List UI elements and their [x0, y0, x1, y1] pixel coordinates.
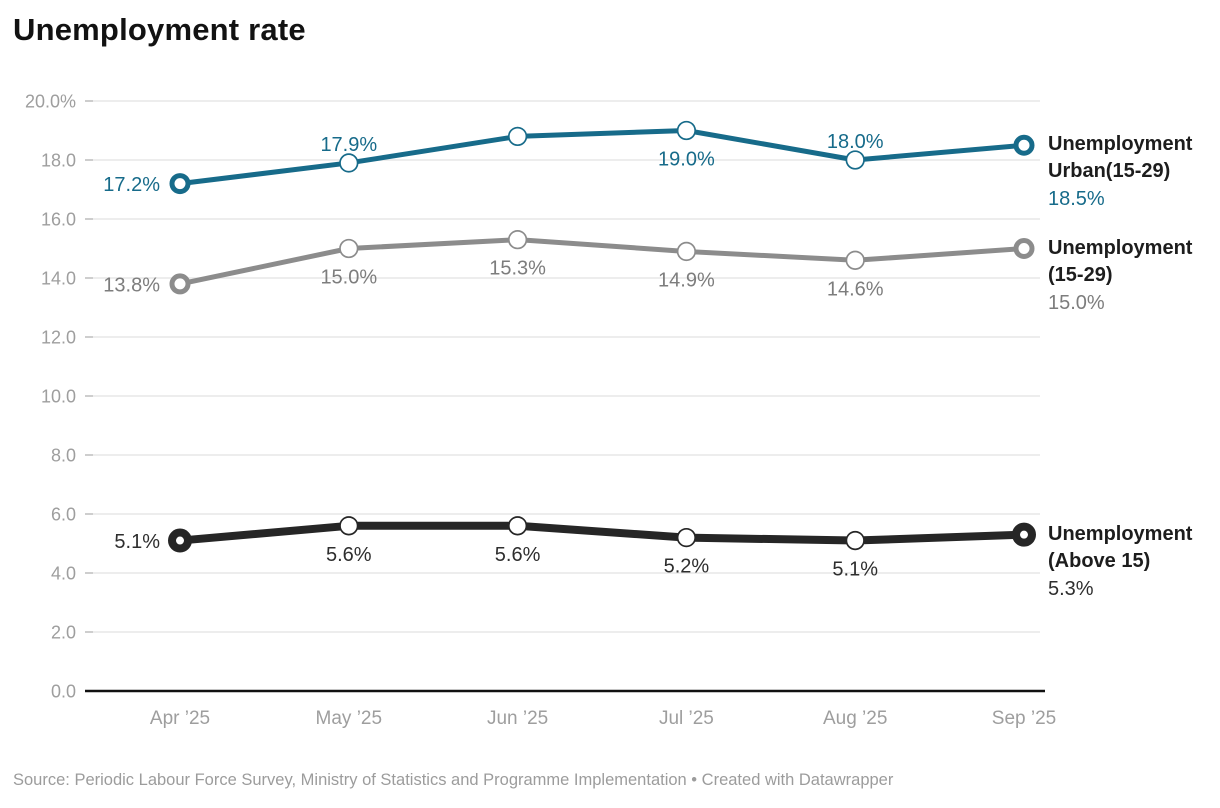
x-axis-label: Jun ’25: [487, 708, 548, 729]
data-point-marker-all-15-29[interactable]: [1013, 238, 1035, 259]
legend-series-value: 5.3%: [1048, 577, 1094, 600]
data-point-marker-all-15-29[interactable]: [169, 273, 191, 295]
y-axis-label: 8.0: [51, 446, 76, 466]
data-point-marker-urban-15-29[interactable]: [676, 120, 697, 141]
y-axis-label: 2.0: [51, 623, 76, 643]
legend-series-value: 15.0%: [1048, 291, 1105, 314]
data-point-marker-urban-15-29[interactable]: [845, 150, 865, 170]
legend-series-name: Unemployment: [1048, 133, 1193, 156]
y-axis-label: 16.0: [41, 210, 76, 230]
legend-series-name: Unemployment: [1048, 522, 1193, 545]
data-point-marker-above-15[interactable]: [845, 530, 865, 551]
data-point-marker-urban-15-29[interactable]: [339, 153, 359, 173]
x-axis-label: Aug ’25: [823, 708, 887, 729]
data-point-marker-urban-15-29[interactable]: [1013, 134, 1035, 156]
x-axis-label: May ’25: [316, 708, 383, 729]
x-axis-label: Sep ’25: [992, 708, 1056, 729]
y-axis-label: 18.0: [41, 151, 76, 171]
y-axis-label: 14.0: [41, 269, 76, 289]
data-point-label-urban-15-29: 18.0%: [827, 131, 884, 153]
data-point-marker-above-15[interactable]: [1012, 522, 1036, 547]
data-point-marker-all-15-29[interactable]: [339, 238, 359, 259]
y-axis-label: 10.0: [41, 387, 76, 407]
data-point-label-all-15-29: 15.3%: [489, 258, 546, 280]
legend-item-all-15-29: Unemployment (15-29) 15.0%: [1048, 235, 1220, 317]
legend-series-name: (15-29): [1048, 263, 1113, 286]
y-axis-label: 12.0: [41, 328, 76, 348]
data-point-marker-all-15-29[interactable]: [676, 241, 697, 262]
legend-series-value: 18.5%: [1048, 188, 1105, 211]
y-axis-label: 6.0: [51, 505, 76, 525]
y-axis-label: 0.0: [51, 682, 76, 702]
data-point-label-all-15-29: 14.6%: [827, 278, 884, 300]
data-point-marker-above-15[interactable]: [168, 528, 192, 553]
source-attribution: Source: Periodic Labour Force Survey, Mi…: [13, 771, 894, 789]
series-line-above-15: [176, 521, 1028, 545]
data-point-marker-above-15[interactable]: [676, 527, 697, 548]
data-point-marker-urban-15-29[interactable]: [169, 173, 191, 195]
data-point-label-urban-15-29: 17.9%: [320, 134, 377, 156]
data-point-label-above-15: 5.6%: [326, 544, 372, 566]
data-point-label-above-15: 5.1%: [832, 559, 878, 581]
x-axis-label: Jul ’25: [659, 708, 714, 729]
series-line-urban-15-29: [177, 128, 1027, 187]
series-line-all-15-29: [177, 237, 1027, 287]
data-point-marker-above-15[interactable]: [339, 516, 359, 536]
data-point-label-above-15: 5.6%: [495, 544, 541, 566]
y-axis-label: 20.0%: [25, 92, 76, 112]
legend-item-urban-15-29: Unemployment Urban(15-29) 18.5%: [1048, 131, 1220, 213]
chart-title: Unemployment rate: [13, 12, 306, 47]
data-point-label-above-15: 5.2%: [664, 556, 710, 578]
data-point-label-urban-15-29: 17.2%: [103, 174, 160, 196]
legend-series-name: Urban(15-29): [1048, 160, 1171, 183]
data-point-marker-urban-15-29[interactable]: [507, 126, 528, 147]
x-axis-label: Apr ’25: [150, 708, 210, 729]
y-axis-label: 4.0: [51, 564, 76, 584]
legend-item-above-15: Unemployment (Above 15) 5.3%: [1048, 521, 1220, 603]
data-point-label-urban-15-29: 19.0%: [658, 149, 715, 171]
legend-series-name: (Above 15): [1048, 549, 1151, 572]
data-point-label-all-15-29: 14.9%: [658, 269, 715, 291]
data-point-marker-all-15-29[interactable]: [845, 250, 865, 270]
data-point-marker-above-15[interactable]: [507, 516, 528, 536]
legend-series-name: Unemployment: [1048, 236, 1193, 259]
data-point-label-all-15-29: 13.8%: [103, 274, 160, 296]
data-point-marker-all-15-29[interactable]: [507, 229, 528, 250]
data-point-label-above-15: 5.1%: [114, 531, 160, 553]
data-point-label-all-15-29: 15.0%: [320, 267, 377, 289]
